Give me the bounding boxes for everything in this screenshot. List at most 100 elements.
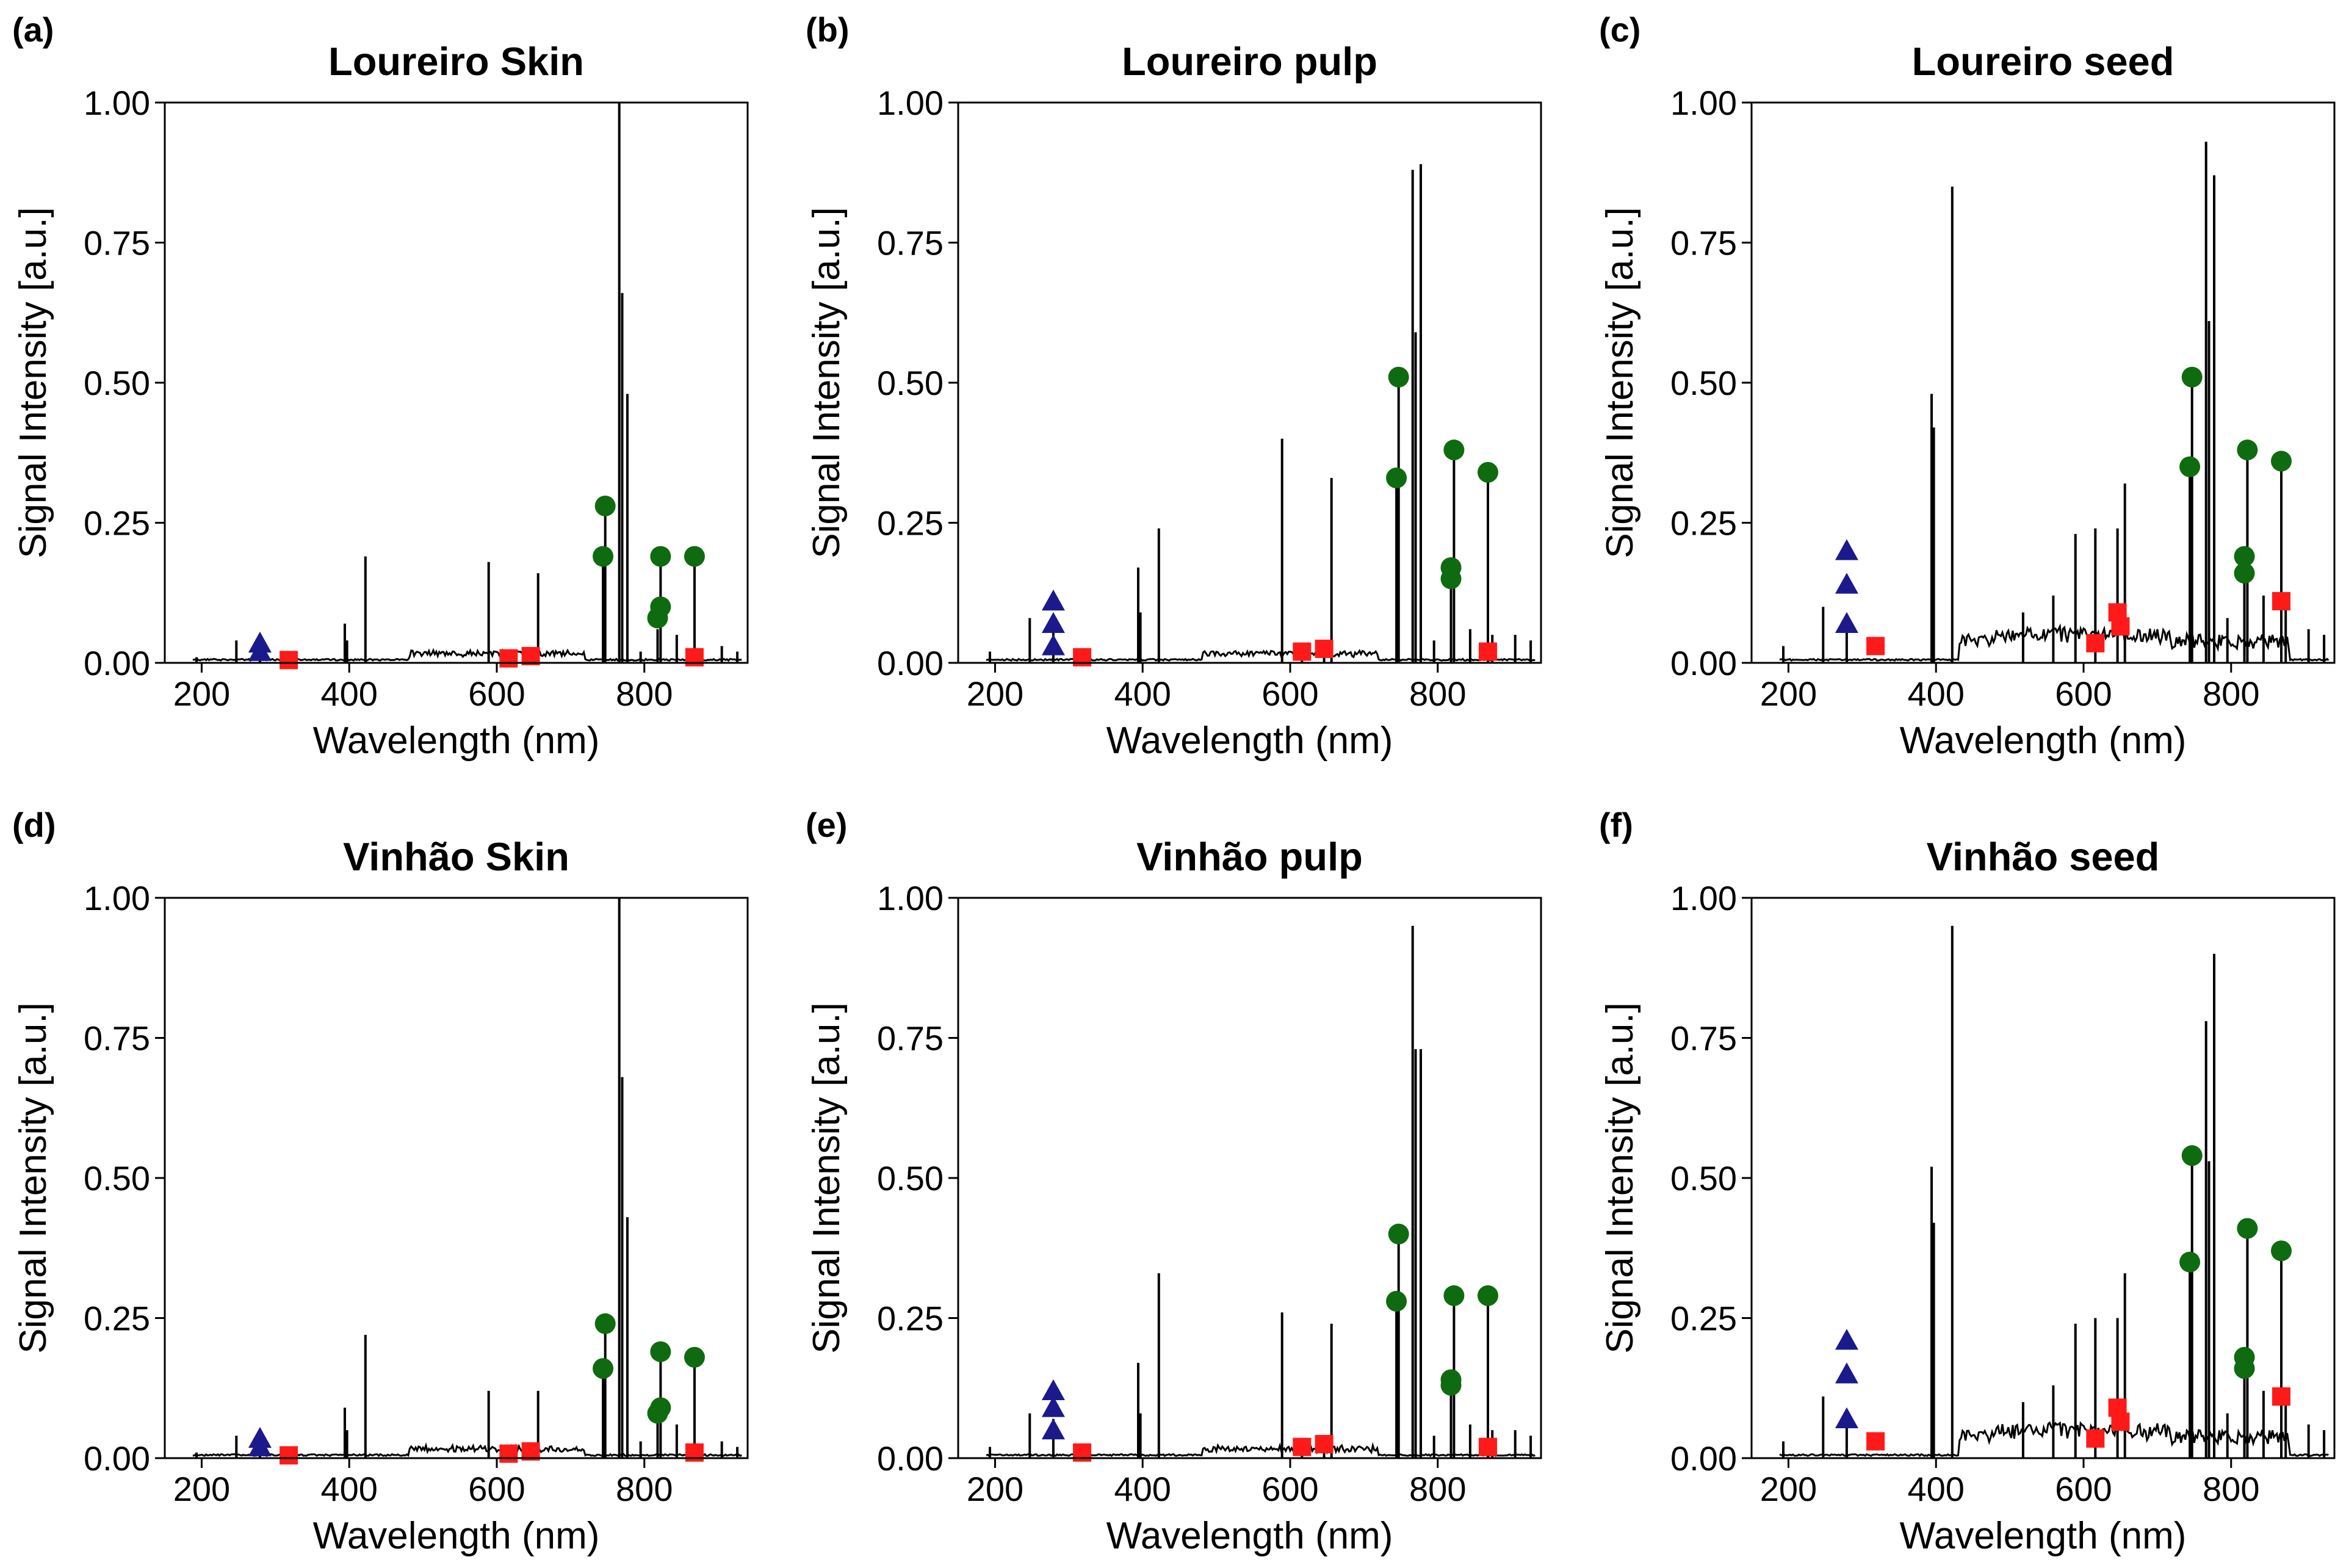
circle-marker <box>2237 1218 2258 1239</box>
y-axis-label: Signal Intensity [a.u.] <box>12 207 54 558</box>
x-tick-label: 400 <box>1907 674 1964 713</box>
x-tick-label: 800 <box>2203 674 2259 713</box>
square-marker <box>1478 642 1497 661</box>
y-tick-label: 0.75 <box>1670 1019 1737 1058</box>
y-tick-label: 0.25 <box>877 504 944 543</box>
spectrum-baseline <box>986 1442 1536 1458</box>
x-tick-label: 200 <box>1760 1470 1817 1508</box>
x-tick-label: 200 <box>967 1470 1023 1508</box>
circle-marker <box>2234 1346 2255 1368</box>
panel-d: (d) Vinhão Skin 0.00 0.25 0.50 0.75 1.00 200 400… <box>12 806 749 1557</box>
panel-letter: (b) <box>806 10 850 49</box>
y-axis-label: Signal Intensity [a.u.] <box>806 207 848 558</box>
y-tick-label: 1.00 <box>84 879 150 917</box>
x-tick-label: 800 <box>1409 1470 1466 1508</box>
x-tick-label: 600 <box>468 674 525 713</box>
triangle-marker <box>1835 1329 1858 1350</box>
x-tick-label: 400 <box>320 1470 377 1508</box>
circle-marker <box>1443 439 1465 461</box>
y-tick-label: 0.75 <box>1670 224 1737 262</box>
x-tick-label: 800 <box>2203 1470 2259 1508</box>
panel-title: Vinhão Skin <box>343 834 569 879</box>
circle-marker <box>684 1346 705 1368</box>
triangle-marker <box>1835 1407 1858 1428</box>
circle-marker <box>2181 1145 2203 1166</box>
x-tick-label: 600 <box>2055 1470 2112 1508</box>
circle-marker <box>2179 456 2201 477</box>
circle-marker <box>2234 563 2255 584</box>
panel-a: (a) Loureiro Skin 0.00 0.25 0.50 0.75 1.00 200 4… <box>12 10 749 762</box>
circle-marker <box>2237 439 2258 461</box>
y-tick-label: 0.50 <box>84 364 150 402</box>
x-axis-label: Wavelength (nm) <box>313 720 600 762</box>
panel-title: Vinhão seed <box>1927 834 2160 879</box>
circle-marker <box>1477 1285 1498 1306</box>
circle-marker <box>2270 450 2292 472</box>
panel-title: Loureiro seed <box>1912 39 2175 84</box>
y-axis-label: Signal Intensity [a.u.] <box>12 1002 54 1354</box>
circle-marker <box>1386 1290 1407 1312</box>
triangle-marker <box>1041 612 1065 633</box>
circle-marker <box>2179 1251 2201 1273</box>
circle-marker <box>1477 461 1498 483</box>
y-tick-label: 0.75 <box>84 224 150 262</box>
x-axis-label: Wavelength (nm) <box>313 1515 600 1557</box>
square-marker <box>2272 592 2290 611</box>
panel-title: Loureiro pulp <box>1122 39 1377 84</box>
square-marker <box>1478 1437 1497 1456</box>
spectrum-baseline <box>192 648 742 662</box>
circle-marker <box>2270 1240 2292 1262</box>
y-tick-label: 1.00 <box>1670 84 1737 122</box>
circle-marker <box>2234 546 2255 567</box>
spectrum-baseline <box>986 648 1536 662</box>
triangle-marker <box>248 1426 272 1448</box>
y-tick-label: 0.50 <box>84 1159 150 1198</box>
y-tick-label: 0.75 <box>877 224 944 262</box>
triangle-marker <box>1835 573 1858 594</box>
panel-letter: (f) <box>1599 806 1633 844</box>
circle-marker <box>594 495 616 516</box>
square-marker <box>2111 617 2130 636</box>
y-tick-label: 0.00 <box>84 1439 150 1478</box>
panel-letter: (a) <box>12 10 54 49</box>
square-marker <box>1293 1437 1312 1456</box>
x-tick-label: 200 <box>173 674 230 713</box>
triangle-marker <box>1835 612 1858 633</box>
x-tick-label: 200 <box>967 674 1023 713</box>
y-tick-label: 0.50 <box>1670 364 1737 402</box>
y-tick-label: 0.50 <box>1670 1159 1737 1198</box>
y-tick-label: 0.75 <box>84 1019 150 1058</box>
y-tick-label: 0.00 <box>1670 1439 1737 1478</box>
y-tick-label: 1.00 <box>877 879 944 917</box>
y-tick-label: 0.25 <box>84 1299 150 1338</box>
square-marker <box>1866 637 1885 656</box>
triangle-marker <box>248 631 272 653</box>
square-marker <box>499 649 518 668</box>
y-tick-label: 0.25 <box>84 504 150 543</box>
y-tick-label: 0.00 <box>877 644 944 682</box>
y-tick-label: 0.00 <box>1670 644 1737 682</box>
y-tick-label: 0.50 <box>877 1159 944 1198</box>
panel-letter: (c) <box>1599 10 1640 49</box>
y-tick-label: 0.00 <box>84 644 150 682</box>
circle-marker <box>650 1397 671 1418</box>
y-axis-label: Signal Intensity [a.u.] <box>806 1002 848 1354</box>
circle-marker <box>684 546 705 567</box>
square-marker <box>499 1444 518 1463</box>
square-marker <box>280 1446 298 1465</box>
triangle-marker <box>1041 634 1065 656</box>
y-tick-label: 0.00 <box>877 1439 944 1478</box>
y-axis-label: Signal Intensity [a.u.] <box>1599 207 1641 558</box>
circle-marker <box>2181 366 2203 388</box>
square-marker <box>2111 1412 2130 1431</box>
x-tick-label: 600 <box>468 1470 525 1508</box>
circle-marker <box>594 1313 616 1334</box>
triangle-marker <box>1835 1362 1858 1384</box>
x-tick-label: 600 <box>1261 1470 1318 1508</box>
circle-marker <box>593 546 614 567</box>
square-marker <box>280 651 298 670</box>
spectrum-baseline <box>192 1442 742 1458</box>
y-tick-label: 1.00 <box>1670 879 1737 917</box>
triangle-marker <box>1835 539 1858 560</box>
circle-marker <box>650 1341 671 1362</box>
